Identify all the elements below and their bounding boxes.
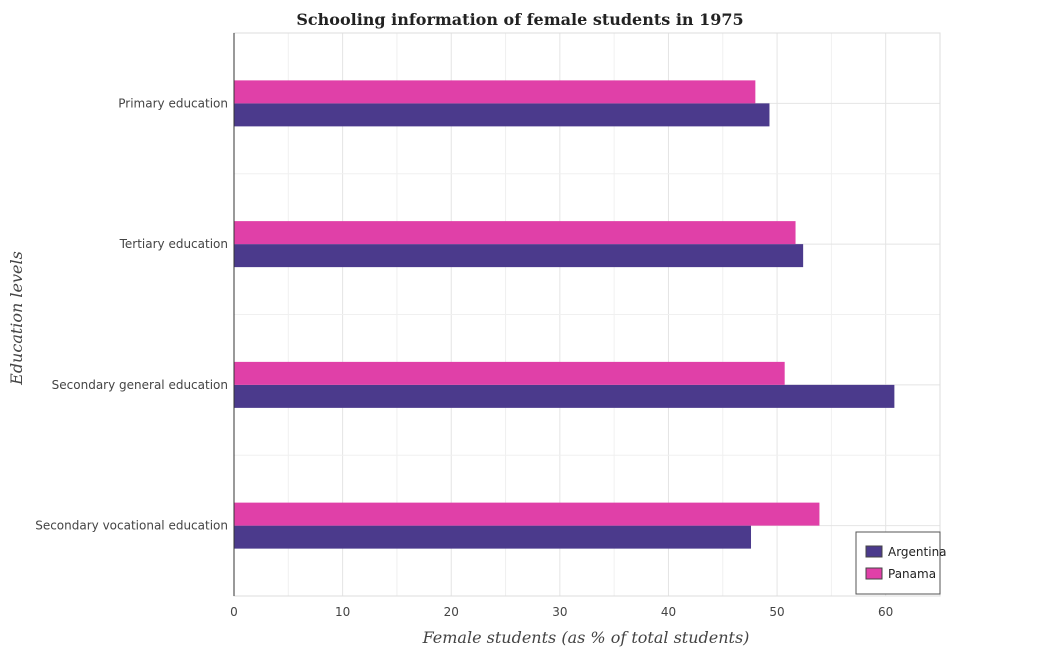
legend: Argentina Panama (855, 531, 947, 595)
legend-swatch-argentina (865, 545, 883, 558)
x-tick-label: 0 (230, 605, 238, 619)
chart-title: Schooling information of female students… (296, 10, 743, 29)
x-axis-title: Female students (as % of total students) (422, 628, 750, 647)
x-tick-label: 50 (769, 605, 784, 619)
y-axis-title: Education levels (7, 251, 26, 386)
legend-swatch-panama (865, 567, 883, 580)
bar-argentina (234, 244, 804, 268)
y-tick-label: Tertiary education (119, 237, 228, 251)
y-tick-label: Secondary vocational education (35, 519, 228, 533)
bar-argentina (234, 525, 752, 549)
bar-panama (234, 502, 820, 526)
plot-area: Primary education Tertiary education Secon… (35, 32, 941, 619)
y-tick-label: Secondary general education (52, 378, 228, 392)
bar-panama (234, 80, 756, 104)
y-tick-label: Primary education (118, 96, 228, 110)
legend-label-argentina: Argentina (888, 545, 947, 559)
legend-box (855, 531, 941, 595)
x-tick-label: 60 (878, 605, 893, 619)
bar-panama (234, 361, 785, 385)
bar-panama (234, 221, 796, 245)
x-tick-label: 30 (552, 605, 567, 619)
x-tick-label: 20 (444, 605, 459, 619)
bar-argentina (234, 103, 770, 127)
x-tick-label: 40 (661, 605, 676, 619)
bar-argentina (234, 384, 895, 408)
x-tick-label: 10 (335, 605, 350, 619)
legend-label-panama: Panama (888, 567, 936, 581)
